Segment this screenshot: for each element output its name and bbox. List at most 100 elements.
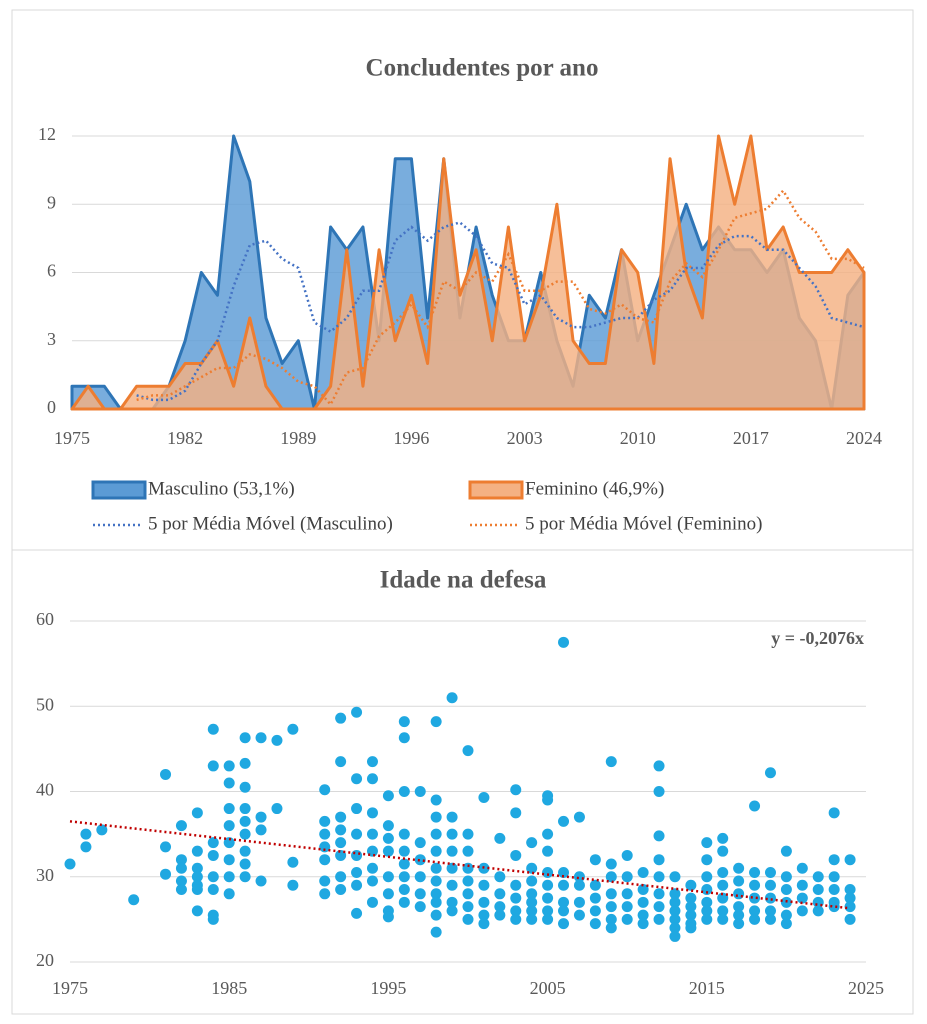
point <box>446 811 458 823</box>
point <box>510 879 522 891</box>
x-tick-label: 1975 <box>54 428 90 448</box>
point <box>542 866 554 878</box>
point <box>558 905 570 917</box>
point <box>255 811 267 823</box>
point <box>207 871 219 883</box>
point <box>414 837 426 849</box>
point <box>621 901 633 913</box>
point <box>80 841 92 853</box>
point <box>749 866 761 878</box>
point <box>446 862 458 874</box>
point <box>685 901 697 913</box>
point <box>414 888 426 900</box>
point <box>733 918 745 930</box>
x-tick-label: 2010 <box>620 428 656 448</box>
area <box>70 134 866 411</box>
point <box>191 871 203 883</box>
point <box>558 815 570 827</box>
point <box>96 824 108 836</box>
point <box>764 879 776 891</box>
point <box>239 732 251 744</box>
point <box>175 862 187 874</box>
point <box>828 901 840 913</box>
x-tick-label: 1995 <box>370 978 406 998</box>
point <box>239 757 251 769</box>
point <box>510 913 522 925</box>
legend-label: 5 por Média Móvel (Feminino) <box>525 513 762 534</box>
point <box>335 756 347 768</box>
point <box>319 854 331 866</box>
point <box>335 824 347 836</box>
point <box>558 918 570 930</box>
point <box>542 845 554 857</box>
point <box>621 913 633 925</box>
y-tick-label: 6 <box>47 261 56 281</box>
point <box>351 803 363 815</box>
y-tick-label: 9 <box>47 192 56 212</box>
point <box>191 862 203 874</box>
point <box>796 879 808 891</box>
point <box>605 871 617 883</box>
point <box>542 913 554 925</box>
point <box>207 884 219 896</box>
x-tick-label: 2005 <box>530 978 566 998</box>
point <box>160 841 172 853</box>
point <box>207 837 219 849</box>
point <box>780 918 792 930</box>
point <box>573 896 585 908</box>
point <box>335 871 347 883</box>
point <box>653 830 665 842</box>
point <box>446 896 458 908</box>
y-tick-label: 20 <box>36 950 54 970</box>
point <box>319 828 331 840</box>
x-tick-label: 2015 <box>689 978 725 998</box>
point <box>430 888 442 900</box>
x-tick-label: 1975 <box>52 978 88 998</box>
point <box>780 884 792 896</box>
point <box>239 828 251 840</box>
point <box>223 803 235 815</box>
point <box>366 862 378 874</box>
point <box>717 866 729 878</box>
point <box>526 905 538 917</box>
point <box>319 784 331 796</box>
point <box>271 803 283 815</box>
point <box>653 854 665 866</box>
point <box>669 913 681 925</box>
point <box>589 879 601 891</box>
point <box>701 854 713 866</box>
point <box>796 892 808 904</box>
point <box>510 892 522 904</box>
point <box>398 786 410 797</box>
point <box>160 868 172 880</box>
point <box>430 811 442 823</box>
point <box>605 858 617 870</box>
point <box>749 879 761 891</box>
point <box>446 879 458 891</box>
point <box>764 892 776 904</box>
point <box>558 866 570 878</box>
point <box>733 909 745 921</box>
point <box>812 905 824 917</box>
point <box>414 871 426 883</box>
point <box>526 862 538 874</box>
point <box>733 901 745 913</box>
point <box>175 875 187 887</box>
point <box>685 892 697 904</box>
annotation: y = -0,2076x <box>771 628 864 648</box>
point <box>366 896 378 908</box>
point <box>669 922 681 934</box>
point <box>351 828 363 840</box>
point <box>526 913 538 925</box>
point <box>478 791 490 803</box>
point <box>462 888 474 900</box>
moving-average-line <box>136 221 865 402</box>
point <box>637 918 649 930</box>
point <box>446 828 458 840</box>
point <box>462 913 474 925</box>
moving-average-line <box>136 188 865 407</box>
point <box>430 875 442 887</box>
point <box>780 871 792 883</box>
point <box>430 845 442 857</box>
x-tick-label: 1989 <box>280 428 316 448</box>
